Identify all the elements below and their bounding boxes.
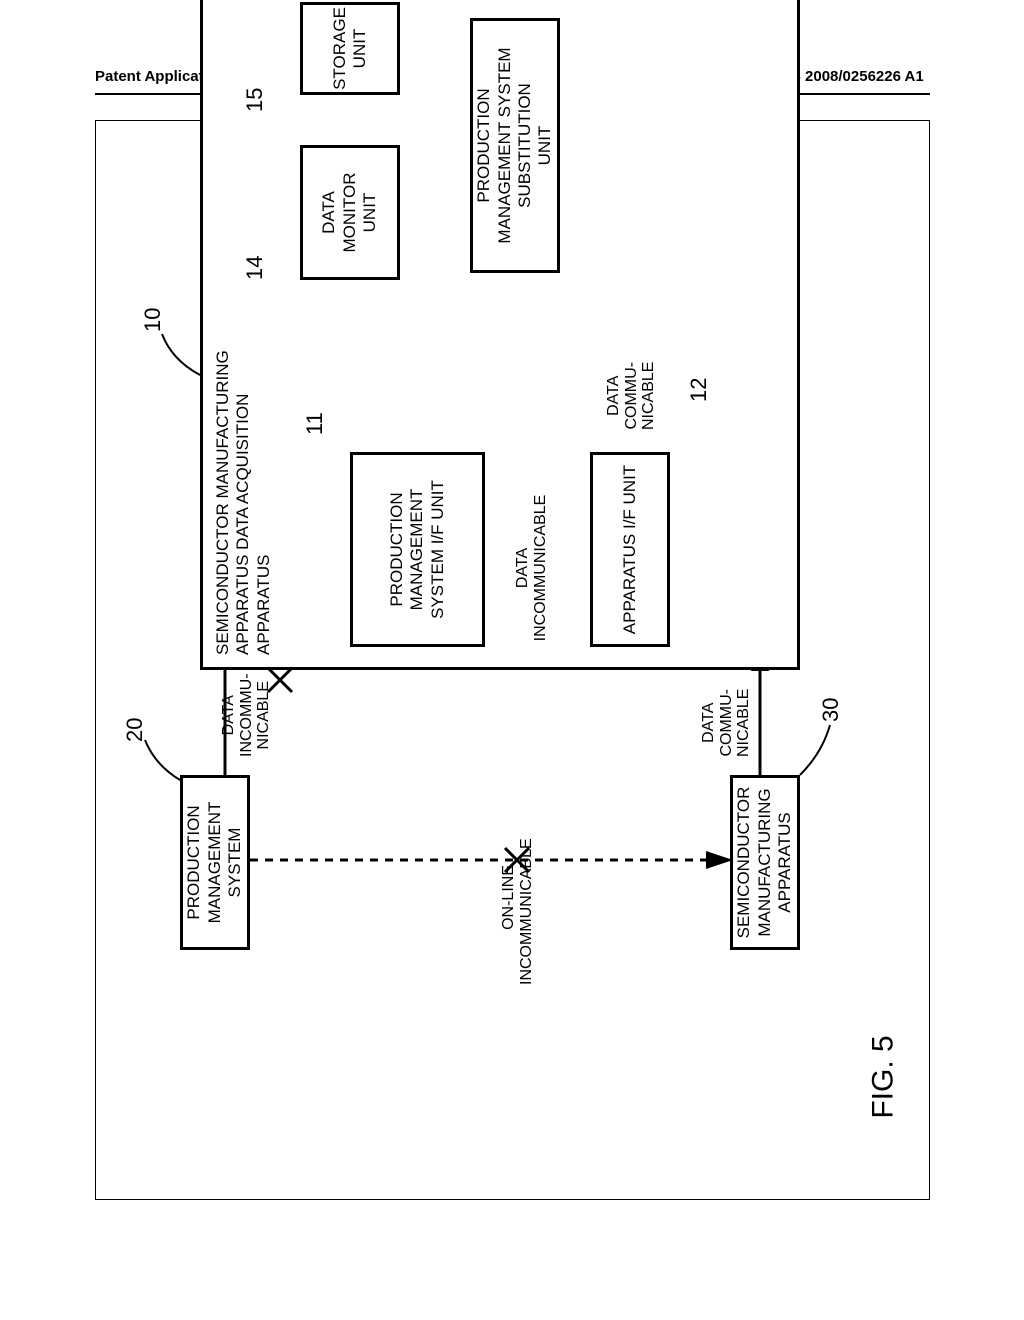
lbl-online-incomm: ON-LINEINCOMMUNICABLE bbox=[500, 865, 535, 985]
box-app-if-text: APPARATUS I/F UNIT bbox=[620, 465, 640, 634]
box-storage: STORAGEUNIT bbox=[300, 2, 400, 95]
lbl-data-incomm-2: DATAINCOMMUNICABLE bbox=[514, 493, 549, 643]
box-main-title: SEMICONDUCTOR MANUFACTURINGAPPARATUS DAT… bbox=[213, 350, 274, 655]
box-app-if: APPARATUS I/F UNIT bbox=[590, 452, 670, 647]
box-storage-text: STORAGEUNIT bbox=[330, 7, 371, 90]
ref-11: 11 bbox=[302, 412, 328, 435]
box-sma: SEMICONDUCTORMANUFACTURINGAPPARATUS bbox=[730, 775, 800, 950]
ref-30: 30 bbox=[818, 698, 844, 722]
lbl-data-incomm-1: DATAINCOMMU-NICABLE bbox=[220, 673, 273, 757]
box-pms-if-text: PRODUCTIONMANAGEMENTSYSTEM I/F UNIT bbox=[387, 480, 448, 619]
ref-10: 10 bbox=[140, 308, 166, 332]
box-sma-text: SEMICONDUCTORMANUFACTURINGAPPARATUS bbox=[734, 787, 795, 939]
box-subst-text: PRODUCTIONMANAGEMENT SYSTEMSUBSTITUTIONU… bbox=[474, 47, 556, 243]
ref-12: 12 bbox=[686, 378, 712, 402]
figure-label: FIG. 5 bbox=[867, 1035, 901, 1118]
box-subst: PRODUCTIONMANAGEMENT SYSTEMSUBSTITUTIONU… bbox=[470, 18, 560, 273]
lbl-data-commu-2: DATACOMMU-NICABLE bbox=[605, 362, 658, 430]
ref-20: 20 bbox=[122, 718, 148, 742]
box-pms-if: PRODUCTIONMANAGEMENTSYSTEM I/F UNIT bbox=[350, 452, 485, 647]
diagram: PRODUCTIONMANAGEMENTSYSTEM SEMICONDUCTOR… bbox=[120, 0, 910, 950]
ref-15: 15 bbox=[242, 88, 268, 112]
box-pms-text: PRODUCTIONMANAGEMENTSYSTEM bbox=[184, 802, 245, 924]
box-dmu-text: DATAMONITORUNIT bbox=[319, 173, 380, 253]
lbl-data-commu-1: DATACOMMU-NICABLE bbox=[700, 689, 753, 757]
box-pms: PRODUCTIONMANAGEMENTSYSTEM bbox=[180, 775, 250, 950]
ref-14: 14 bbox=[242, 256, 268, 280]
box-dmu: DATAMONITORUNIT bbox=[300, 145, 400, 280]
